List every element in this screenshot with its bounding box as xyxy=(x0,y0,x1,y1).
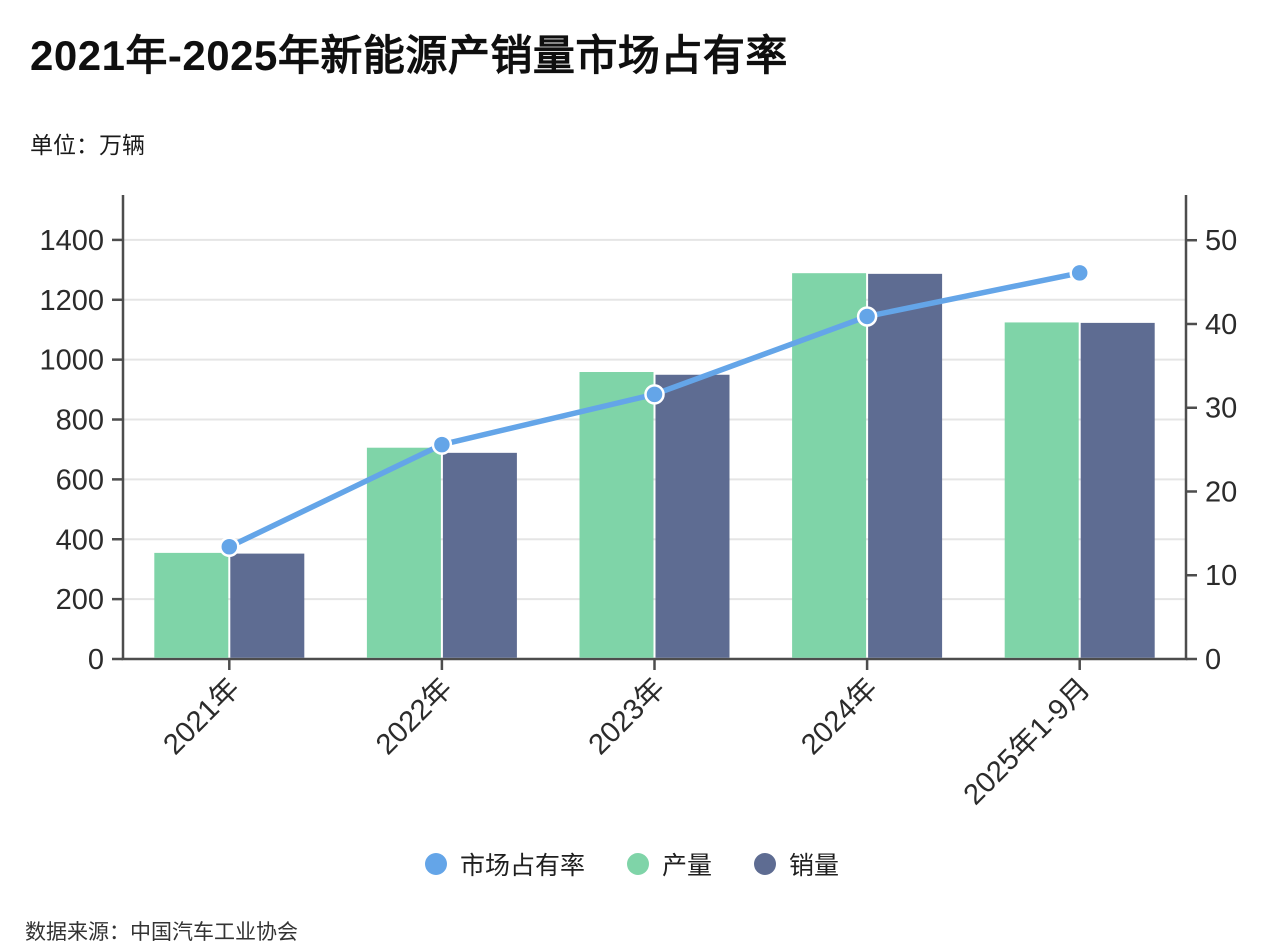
x-axis-label: 2022年 xyxy=(369,672,458,761)
bar-sales-0 xyxy=(230,553,305,658)
x-axis-label: 2024年 xyxy=(795,672,884,761)
right-axis-tick-label: 20 xyxy=(1205,476,1237,508)
legend-label-market-share: 市场占有率 xyxy=(459,852,585,880)
bar-production-2 xyxy=(579,372,654,658)
left-axis-tick-label: 1000 xyxy=(39,345,104,377)
left-axis-tick-label: 200 xyxy=(56,584,104,616)
x-axis-label: 2025年1-9月 xyxy=(957,672,1097,812)
right-axis-tick-label: 30 xyxy=(1205,393,1237,425)
bar-production-0 xyxy=(154,552,229,658)
point-market-share-1 xyxy=(431,434,453,455)
legend-label-sales: 销量 xyxy=(789,852,840,880)
left-axis-tick-label: 600 xyxy=(56,464,104,496)
chart-legend: 市场占有率 产量 销量 xyxy=(0,846,1264,882)
right-axis-tick-label: 40 xyxy=(1205,309,1237,341)
point-market-share-3 xyxy=(856,306,878,327)
legend-swatch-production xyxy=(626,853,649,875)
data-source: 数据来源：中国汽车工业协会 xyxy=(25,921,298,944)
left-axis-tick-label: 1200 xyxy=(39,285,104,317)
unit-label: 单位：万辆 xyxy=(30,132,145,158)
left-axis-tick-label: 0 xyxy=(88,644,104,676)
point-market-share-0 xyxy=(219,536,240,558)
x-axis-label: 2023年 xyxy=(582,672,671,761)
line-market-share xyxy=(226,270,1083,550)
legend-label-production: 产量 xyxy=(661,852,712,880)
bar-sales-3 xyxy=(868,273,943,658)
bar-sales-1 xyxy=(442,452,517,658)
page-title: 2021年-2025年新能源产销量市场占有率 xyxy=(30,32,788,79)
combo-chart-canvas: 0 200 400 600 800 1000 1200 1400 0 10 20 30 40 50 2021… xyxy=(39,195,1237,812)
left-axis-tick-label: 800 xyxy=(56,405,104,437)
bar-sales-2 xyxy=(655,374,730,658)
legend-swatch-sales xyxy=(754,853,776,875)
legend-swatch-market-share xyxy=(424,853,447,875)
bar-production-4 xyxy=(1004,322,1079,658)
legend-item-sales[interactable]: 销量 xyxy=(754,846,839,882)
point-market-share-2 xyxy=(644,384,665,405)
bar-sales-4 xyxy=(1080,322,1155,658)
right-axis-tick-label: 50 xyxy=(1205,225,1237,257)
left-axis-tick-label: 1400 xyxy=(39,225,104,257)
x-axis-label: 2021年 xyxy=(157,672,246,761)
legend-item-market-share[interactable]: 市场占有率 xyxy=(424,846,585,882)
right-axis-tick-label: 10 xyxy=(1205,560,1237,592)
bar-production-1 xyxy=(366,447,441,658)
point-market-share-4 xyxy=(1069,262,1090,284)
legend-item-production[interactable]: 产量 xyxy=(626,846,712,882)
left-axis-tick-label: 400 xyxy=(56,524,104,556)
right-axis-tick-label: 0 xyxy=(1205,644,1221,676)
